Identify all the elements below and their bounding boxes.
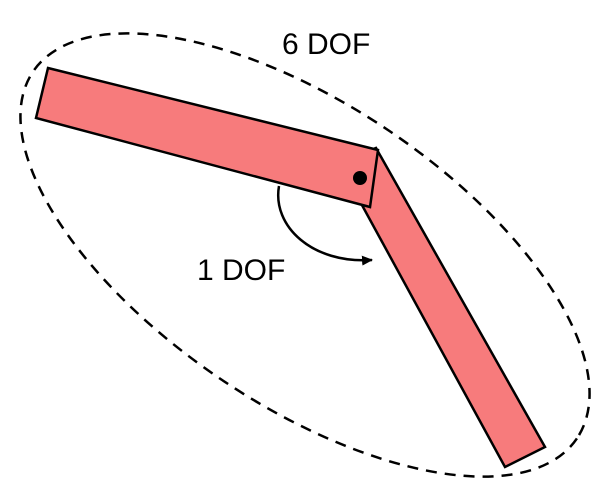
joint-pin [353,171,367,185]
label-1-dof: 1 DOF [197,254,285,287]
rotation-arrow [276,185,373,266]
upper-link [34,66,380,209]
label-6-dof: 6 DOF [282,28,370,61]
